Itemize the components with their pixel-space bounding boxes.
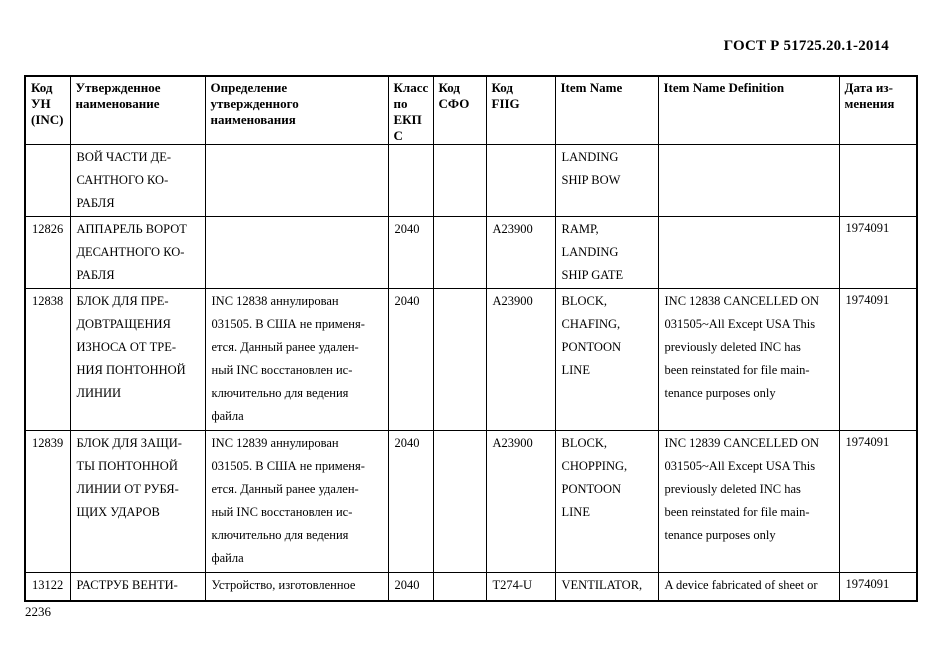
table-cell [204,144,389,217]
table-cell: АППАРЕЛЬ ВОРОТ ДЕСАНТНОГО КО- РАБЛЯ [69,216,206,289]
table-cell [432,216,487,289]
column-header: Определение утвержденного наименования [204,75,389,145]
table-cell: INC 12839 CANCELLED ON 031505~All Except… [657,430,840,573]
table-cell: 2040 [387,430,434,573]
table-cell: БЛОК ДЛЯ ЗАЩИ- ТЫ ПОНТОННОЙ ЛИНИИ ОТ РУБ… [69,430,206,573]
table-cell [432,144,487,217]
column-header: Класс по ЕКП С [387,75,434,145]
table-cell: INC 12838 CANCELLED ON 031505~All Except… [657,288,840,431]
column-header: Код УН (INC) [24,75,71,145]
table-cell: LANDING SHIP BOW [554,144,659,217]
table-cell: 2040 [387,216,434,289]
table-cell [432,572,487,601]
table-cell: 1974091 [838,572,918,601]
column-header: Item Name [554,75,659,145]
table-cell: BLOCK, CHAFING, PONTOON LINE [554,288,659,431]
table-cell [387,144,434,217]
table-cell: 13122 [24,572,71,601]
column-header: Код FIIG [485,75,556,145]
table-row: 13122 РАСТРУБ ВЕНТИ- Устройство, изготовле… [24,572,918,601]
table-row: ВОЙ ЧАСТИ ДЕ- САНТНОГО КО- РАБЛЯ LANDING … [24,144,918,217]
column-header: Item Name Definition [657,75,840,145]
table-cell [657,216,840,289]
page-number: 2236 [25,604,51,619]
table-cell: INC 12838 аннулирован 031505. В США не п… [204,288,389,431]
column-header: Код СФО [432,75,487,145]
table-cell: INC 12839 аннулирован 031505. В США не п… [204,430,389,573]
column-header: Дата из- менения [838,75,918,145]
table-cell [432,288,487,431]
table-cell: 2040 [387,572,434,601]
table-cell: A23900 [485,288,556,431]
table-row: 12838 БЛОК ДЛЯ ПРЕ- ДОВТРАЩЕНИЯ ИЗНОСА ОТ… [24,288,918,431]
table-cell: 12838 [24,288,71,431]
table-cell: RAMP, LANDING SHIP GATE [554,216,659,289]
table-cell: 2040 [387,288,434,431]
table-row: 12839 БЛОК ДЛЯ ЗАЩИ- ТЫ ПОНТОННОЙ ЛИНИИ О… [24,430,918,573]
table-header: Код УН (INC) Утвержденное наименование Опр… [24,75,918,145]
table-body: ВОЙ ЧАСТИ ДЕ- САНТНОГО КО- РАБЛЯ LANDING … [24,144,918,601]
standard-number: ГОСТ Р 51725.20.1-2014 [723,38,889,54]
table-cell: БЛОК ДЛЯ ПРЕ- ДОВТРАЩЕНИЯ ИЗНОСА ОТ ТРЕ-… [69,288,206,431]
table-cell [657,144,840,217]
table-cell [24,144,71,217]
table-cell [432,430,487,573]
header-row: Код УН (INC) Утвержденное наименование Опр… [24,75,918,145]
table-cell: T274-U [485,572,556,601]
table-cell: VENTILATOR, [554,572,659,601]
inc-codes-table: Код УН (INC) Утвержденное наименование Опр… [24,75,918,602]
table-cell [485,144,556,217]
table-cell: 1974091 [838,288,918,431]
table-cell: A23900 [485,430,556,573]
table-cell: BLOCK, CHOPPING, PONTOON LINE [554,430,659,573]
table-cell [838,144,918,217]
table-cell: ВОЙ ЧАСТИ ДЕ- САНТНОГО КО- РАБЛЯ [69,144,206,217]
table-cell: 12826 [24,216,71,289]
table-cell [204,216,389,289]
table-cell: 12839 [24,430,71,573]
table-row: 12826 АППАРЕЛЬ ВОРОТ ДЕСАНТНОГО КО- РАБЛЯ… [24,216,918,289]
table-cell: 1974091 [838,430,918,573]
column-header: Утвержденное наименование [69,75,206,145]
table-cell: РАСТРУБ ВЕНТИ- [69,572,206,601]
table-cell: A23900 [485,216,556,289]
table-cell: A device fabricated of sheet or [657,572,840,601]
table-cell: 1974091 [838,216,918,289]
table-cell: Устройство, изготовленное [204,572,389,601]
